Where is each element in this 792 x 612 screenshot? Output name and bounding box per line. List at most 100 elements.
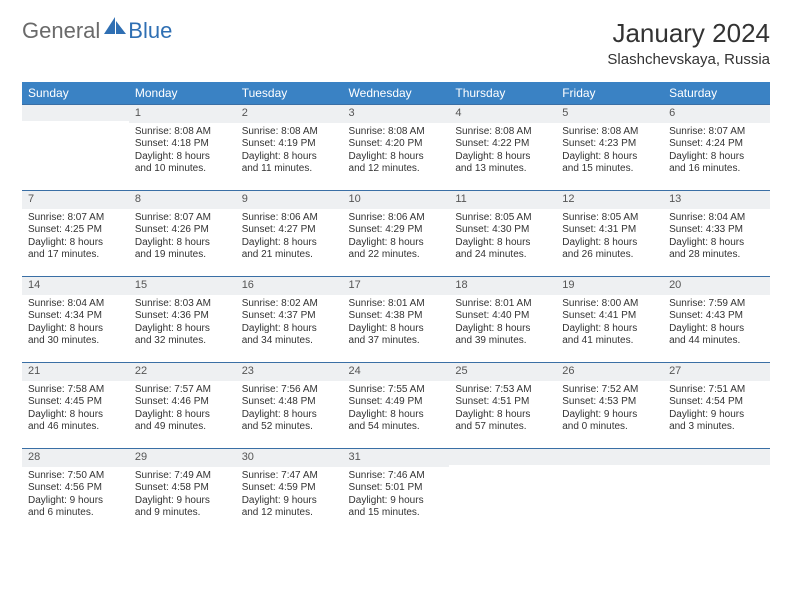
calendar-cell — [663, 449, 770, 535]
cell-body: Sunrise: 7:51 AMSunset: 4:54 PMDaylight:… — [663, 381, 770, 438]
calendar-cell: 19Sunrise: 8:00 AMSunset: 4:41 PMDayligh… — [556, 277, 663, 363]
day-header: Wednesday — [343, 82, 450, 105]
calendar-cell: 21Sunrise: 7:58 AMSunset: 4:45 PMDayligh… — [22, 363, 129, 449]
sunset-text: Sunset: 4:49 PM — [349, 396, 444, 409]
daylight-text: and 30 minutes. — [28, 335, 123, 348]
sunrise-text: Sunrise: 8:08 AM — [455, 126, 550, 139]
sunrise-text: Sunrise: 7:56 AM — [242, 384, 337, 397]
daylight-text: Daylight: 8 hours — [242, 323, 337, 336]
day-header: Saturday — [663, 82, 770, 105]
calendar-cell: 24Sunrise: 7:55 AMSunset: 4:49 PMDayligh… — [343, 363, 450, 449]
cell-body: Sunrise: 8:05 AMSunset: 4:30 PMDaylight:… — [449, 209, 556, 266]
cell-body: Sunrise: 8:06 AMSunset: 4:27 PMDaylight:… — [236, 209, 343, 266]
daylight-text: and 19 minutes. — [135, 249, 230, 262]
cell-body: Sunrise: 8:08 AMSunset: 4:23 PMDaylight:… — [556, 123, 663, 180]
cell-body: Sunrise: 8:01 AMSunset: 4:40 PMDaylight:… — [449, 295, 556, 352]
daylight-text: Daylight: 8 hours — [562, 151, 657, 164]
sunrise-text: Sunrise: 8:00 AM — [562, 298, 657, 311]
cell-body: Sunrise: 8:00 AMSunset: 4:41 PMDaylight:… — [556, 295, 663, 352]
daylight-text: Daylight: 8 hours — [349, 237, 444, 250]
daylight-text: Daylight: 8 hours — [135, 323, 230, 336]
sunset-text: Sunset: 4:31 PM — [562, 224, 657, 237]
cell-body: Sunrise: 8:05 AMSunset: 4:31 PMDaylight:… — [556, 209, 663, 266]
sunrise-text: Sunrise: 8:02 AM — [242, 298, 337, 311]
sunrise-text: Sunrise: 7:59 AM — [669, 298, 764, 311]
daylight-text: and 22 minutes. — [349, 249, 444, 262]
cell-body: Sunrise: 8:04 AMSunset: 4:33 PMDaylight:… — [663, 209, 770, 266]
cell-body: Sunrise: 8:04 AMSunset: 4:34 PMDaylight:… — [22, 295, 129, 352]
day-number: 20 — [663, 277, 770, 295]
sunset-text: Sunset: 4:33 PM — [669, 224, 764, 237]
daylight-text: and 37 minutes. — [349, 335, 444, 348]
day-header: Tuesday — [236, 82, 343, 105]
sunrise-text: Sunrise: 8:07 AM — [135, 212, 230, 225]
daylight-text: and 9 minutes. — [135, 507, 230, 520]
daylight-text: Daylight: 8 hours — [455, 237, 550, 250]
day-number: 13 — [663, 191, 770, 209]
title-block: January 2024 Slashchevskaya, Russia — [607, 18, 770, 68]
sunrise-text: Sunrise: 7:46 AM — [349, 470, 444, 483]
daylight-text: Daylight: 9 hours — [242, 495, 337, 508]
sunrise-text: Sunrise: 8:01 AM — [349, 298, 444, 311]
sunrise-text: Sunrise: 8:05 AM — [562, 212, 657, 225]
sunrise-text: Sunrise: 8:05 AM — [455, 212, 550, 225]
sunrise-text: Sunrise: 8:04 AM — [28, 298, 123, 311]
daylight-text: Daylight: 8 hours — [349, 323, 444, 336]
sunset-text: Sunset: 4:43 PM — [669, 310, 764, 323]
day-number: 2 — [236, 105, 343, 123]
calendar-cell: 30Sunrise: 7:47 AMSunset: 4:59 PMDayligh… — [236, 449, 343, 535]
cell-body: Sunrise: 7:58 AMSunset: 4:45 PMDaylight:… — [22, 381, 129, 438]
calendar-cell: 14Sunrise: 8:04 AMSunset: 4:34 PMDayligh… — [22, 277, 129, 363]
daylight-text: and 34 minutes. — [242, 335, 337, 348]
sunrise-text: Sunrise: 8:06 AM — [242, 212, 337, 225]
calendar-cell: 15Sunrise: 8:03 AMSunset: 4:36 PMDayligh… — [129, 277, 236, 363]
daylight-text: Daylight: 8 hours — [562, 323, 657, 336]
sunset-text: Sunset: 4:53 PM — [562, 396, 657, 409]
day-number: 11 — [449, 191, 556, 209]
daylight-text: and 32 minutes. — [135, 335, 230, 348]
sunset-text: Sunset: 4:59 PM — [242, 482, 337, 495]
day-header: Sunday — [22, 82, 129, 105]
sunset-text: Sunset: 4:25 PM — [28, 224, 123, 237]
day-number: 10 — [343, 191, 450, 209]
calendar-cell: 26Sunrise: 7:52 AMSunset: 4:53 PMDayligh… — [556, 363, 663, 449]
day-number: 9 — [236, 191, 343, 209]
calendar-cell: 3Sunrise: 8:08 AMSunset: 4:20 PMDaylight… — [343, 105, 450, 191]
daylight-text: and 54 minutes. — [349, 421, 444, 434]
sunrise-text: Sunrise: 7:50 AM — [28, 470, 123, 483]
sunrise-text: Sunrise: 7:49 AM — [135, 470, 230, 483]
daylight-text: Daylight: 8 hours — [242, 151, 337, 164]
brand-text-general: General — [22, 18, 100, 44]
calendar-week: 14Sunrise: 8:04 AMSunset: 4:34 PMDayligh… — [22, 277, 770, 363]
sunrise-text: Sunrise: 7:55 AM — [349, 384, 444, 397]
sunset-text: Sunset: 4:37 PM — [242, 310, 337, 323]
sunset-text: Sunset: 5:01 PM — [349, 482, 444, 495]
sunset-text: Sunset: 4:29 PM — [349, 224, 444, 237]
calendar-cell: 13Sunrise: 8:04 AMSunset: 4:33 PMDayligh… — [663, 191, 770, 277]
calendar-cell — [22, 105, 129, 191]
daylight-text: Daylight: 9 hours — [28, 495, 123, 508]
day-number: 5 — [556, 105, 663, 123]
sunrise-text: Sunrise: 8:04 AM — [669, 212, 764, 225]
daylight-text: Daylight: 8 hours — [455, 151, 550, 164]
sunset-text: Sunset: 4:46 PM — [135, 396, 230, 409]
sunset-text: Sunset: 4:54 PM — [669, 396, 764, 409]
calendar-cell: 9Sunrise: 8:06 AMSunset: 4:27 PMDaylight… — [236, 191, 343, 277]
day-number — [663, 449, 770, 465]
calendar-cell: 6Sunrise: 8:07 AMSunset: 4:24 PMDaylight… — [663, 105, 770, 191]
day-header: Thursday — [449, 82, 556, 105]
daylight-text: and 44 minutes. — [669, 335, 764, 348]
day-number: 17 — [343, 277, 450, 295]
sunrise-text: Sunrise: 8:03 AM — [135, 298, 230, 311]
cell-body: Sunrise: 8:08 AMSunset: 4:22 PMDaylight:… — [449, 123, 556, 180]
sunrise-text: Sunrise: 7:58 AM — [28, 384, 123, 397]
daylight-text: and 57 minutes. — [455, 421, 550, 434]
daylight-text: Daylight: 8 hours — [242, 237, 337, 250]
day-header: Monday — [129, 82, 236, 105]
sunset-text: Sunset: 4:24 PM — [669, 138, 764, 151]
day-number: 7 — [22, 191, 129, 209]
daylight-text: and 15 minutes. — [349, 507, 444, 520]
daylight-text: Daylight: 8 hours — [669, 237, 764, 250]
daylight-text: Daylight: 8 hours — [562, 237, 657, 250]
day-number: 24 — [343, 363, 450, 381]
